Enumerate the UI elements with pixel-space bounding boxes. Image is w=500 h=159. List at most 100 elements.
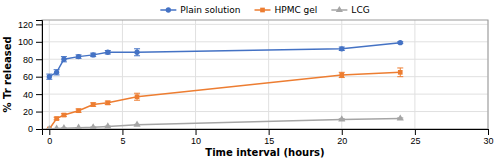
y-tick-mark [36, 112, 42, 113]
legend-item: Plain solution [160, 5, 240, 15]
plot-frame [42, 20, 488, 129]
error-bar-cap [134, 93, 140, 94]
y-tick-label: 40 [23, 90, 33, 100]
x-tick-mark [269, 129, 270, 135]
y-grid-line [42, 41, 488, 42]
y-grid-line [42, 59, 488, 60]
y-tick: 0 [28, 124, 42, 134]
x-tick-label: 25 [410, 136, 420, 146]
series-point [104, 122, 111, 128]
series-point [91, 52, 96, 57]
x-tick-label: 15 [264, 136, 274, 146]
x-tick: 30 [483, 129, 493, 146]
x-tick-mark [488, 129, 489, 135]
series-point [135, 94, 140, 99]
y-tick-mark [36, 129, 42, 130]
series-point [53, 124, 60, 129]
series-line [49, 43, 400, 77]
y-axis-line [36, 21, 43, 130]
y-tick-mark [36, 24, 42, 25]
series-point [47, 74, 52, 79]
x-tick: 20 [337, 129, 347, 146]
error-bar-cap [134, 100, 140, 101]
series-point [91, 102, 96, 107]
error-bar [76, 55, 82, 58]
series-point [338, 115, 345, 121]
legend-swatch-marker [166, 7, 171, 12]
series-point [105, 100, 110, 105]
x-tick-mark [49, 129, 50, 135]
series-point [105, 50, 110, 55]
y-tick: 80 [23, 55, 42, 65]
error-bar-cap [134, 55, 140, 56]
error-bar-cap [397, 67, 403, 68]
legend-item: HPMC gel [255, 5, 318, 15]
series-point [339, 73, 344, 78]
y-tick-label: 20 [23, 107, 33, 117]
y-tick-label: 60 [23, 72, 33, 82]
error-bar [90, 103, 96, 106]
series-point [60, 124, 67, 129]
marks [46, 40, 404, 129]
x-grid-line [414, 20, 415, 129]
legend: Plain solution HPMC gel LCG [160, 5, 369, 15]
series-point [397, 114, 404, 120]
error-bar [105, 101, 111, 104]
error-bar [105, 51, 111, 54]
series-point [134, 50, 139, 55]
error-bar [76, 109, 82, 112]
x-tick: 25 [410, 129, 420, 146]
series-point [76, 54, 81, 59]
legend-item: LCG [331, 5, 369, 15]
error-bar [397, 68, 403, 77]
series-line [49, 72, 400, 129]
y-tick-label: 0 [28, 124, 33, 134]
x-tick: 5 [120, 129, 125, 146]
y-tick: 60 [23, 72, 42, 82]
y-grid-line [42, 24, 488, 25]
series-point [76, 108, 81, 113]
error-bar-cap [134, 48, 140, 49]
series [46, 68, 403, 129]
x-tick-mark [342, 129, 343, 135]
y-tick-mark [36, 94, 42, 95]
x-tick-label: 10 [191, 136, 201, 146]
error-bar [339, 47, 345, 50]
y-tick: 120 [18, 20, 42, 30]
y-tick-mark [36, 59, 42, 60]
legend-label: Plain solution [180, 5, 240, 15]
series-point [398, 70, 403, 75]
error-bar [134, 93, 140, 100]
series-point [62, 113, 67, 118]
series-point [46, 125, 53, 129]
series-point [133, 121, 140, 127]
series-point [54, 70, 59, 75]
legend-label: HPMC gel [275, 5, 318, 15]
y-tick: 100 [18, 37, 42, 47]
error-bar [61, 57, 67, 62]
series-point [75, 124, 82, 129]
series [46, 40, 403, 79]
series-point [90, 123, 97, 129]
y-axis: 0 20 40 60 80 100 120 [18, 20, 43, 135]
x-tick-label: 20 [337, 136, 347, 146]
plot-area: 0 5 10 15 20 25 30 0 20 40 60 80 100 120 [18, 20, 494, 147]
y-tick-mark [36, 42, 42, 43]
error-bar [90, 53, 96, 56]
legend-label: LCG [351, 5, 369, 15]
y-tick-label: 100 [18, 37, 33, 47]
y-axis-title: % Tr released [2, 36, 13, 112]
series [46, 114, 404, 129]
y-tick-mark [36, 77, 42, 78]
x-tick: 10 [191, 129, 201, 146]
y-grid-line [42, 94, 488, 95]
error-bar [46, 74, 52, 79]
x-tick-label: 5 [120, 136, 125, 146]
error-bar-cap [397, 76, 403, 77]
y-tick-label: 80 [23, 55, 33, 65]
x-axis-line [43, 130, 489, 136]
x-tick: 15 [264, 129, 274, 146]
y-grid-line [42, 76, 488, 77]
x-axis: 051015202530 [43, 129, 494, 146]
series-point [61, 57, 66, 62]
